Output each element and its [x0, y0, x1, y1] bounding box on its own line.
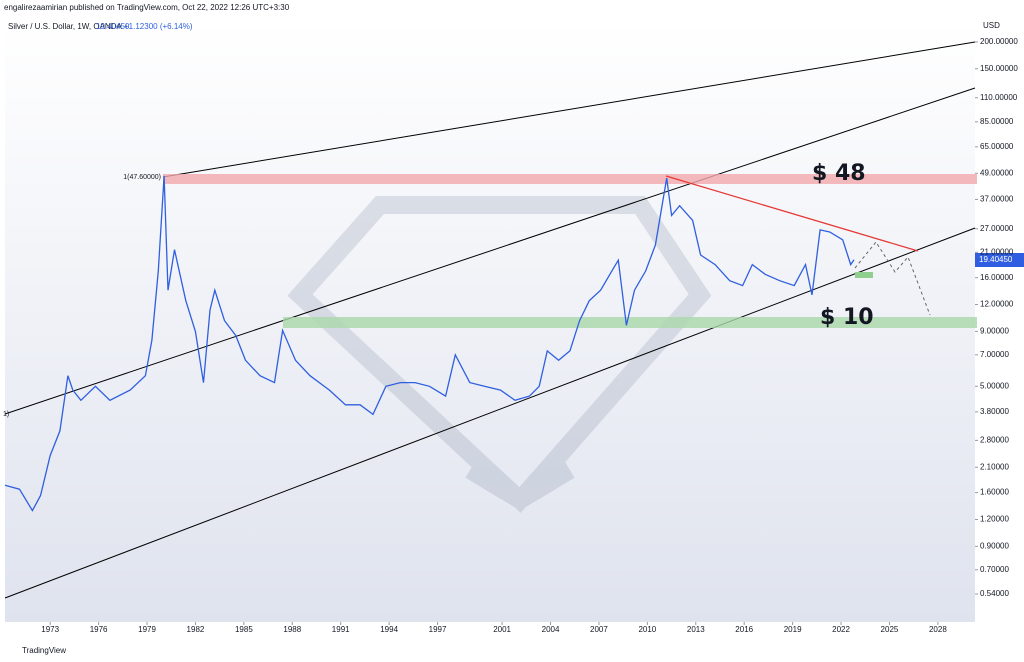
x-tick-label: 2019 [784, 625, 802, 634]
y-tick-label: 110.00000 [980, 93, 1018, 102]
x-tick-label: 2001 [493, 625, 511, 634]
y-tick-label: 1.20000 [980, 515, 1009, 524]
change: +1.12300 (+6.14%) [124, 22, 193, 31]
y-tick-label: 21.00000 [980, 247, 1014, 256]
watermark [287, 196, 712, 513]
publisher: engalirezaamirian published on TradingVi… [4, 3, 290, 12]
y-tick-label: 5.00000 [980, 381, 1009, 390]
x-tick-label: 1991 [332, 625, 350, 634]
x-tick-label: 2025 [881, 625, 899, 634]
y-tick-label: 2.10000 [980, 462, 1009, 471]
price: 19.40450 [96, 22, 130, 31]
price-tag [975, 253, 1024, 267]
time-axis [5, 622, 1024, 640]
support-band [283, 317, 977, 328]
y-tick-label: 1.60000 [980, 488, 1009, 497]
price-line [4, 175, 855, 512]
resistance-label: $ 48 [812, 161, 866, 186]
y-tick-label: 7.00000 [980, 350, 1009, 359]
resistance-band [163, 174, 977, 184]
channel-line [162, 41, 976, 178]
symbol: Silver / U.S. Dollar, 1W, OANDA [8, 22, 122, 31]
y-tick-label: 150.00000 [980, 64, 1018, 73]
x-tick-label: 1997 [429, 625, 447, 634]
y-tick-label: 49.00000 [980, 168, 1014, 177]
y-tick-label: 37.00000 [980, 195, 1014, 204]
x-tick-label: 1976 [90, 625, 108, 634]
x-tick-label: 1994 [380, 625, 398, 634]
y-tick-label: 85.00000 [980, 117, 1014, 126]
y-tick-label: 9.00000 [980, 327, 1009, 336]
price-axis [975, 20, 1024, 622]
projection [854, 241, 931, 316]
price-tag-label: 19.40450 [979, 255, 1013, 264]
x-tick-label: 1988 [283, 625, 301, 634]
channel-line [4, 227, 976, 599]
marker-box [855, 272, 873, 278]
x-tick-label: 2007 [590, 625, 608, 634]
trend-line [665, 175, 919, 252]
y-tick-label: 200.00000 [980, 37, 1018, 46]
high-label: 1(47.60000) [123, 174, 161, 181]
x-tick-label: 1979 [138, 625, 156, 634]
support-label: $ 10 [820, 305, 874, 330]
y-tick-label: 27.00000 [980, 224, 1014, 233]
x-tick-label: 1973 [41, 625, 59, 634]
x-tick-label: 1982 [187, 625, 205, 634]
x-tick-label: 1985 [235, 625, 253, 634]
y-tick-label: 16.00000 [980, 273, 1014, 282]
x-tick-label: 2016 [735, 625, 753, 634]
left-label: 1) [3, 411, 9, 418]
y-tick-label: 0.70000 [980, 565, 1009, 574]
y-tick-label: 0.90000 [980, 541, 1009, 550]
x-tick-label: 2022 [832, 625, 850, 634]
currency: USD [983, 21, 1000, 30]
channel-line [4, 87, 976, 415]
y-tick-label: 0.54000 [980, 589, 1009, 598]
y-tick-label: 3.80000 [980, 407, 1009, 416]
y-tick-label: 2.80000 [980, 435, 1009, 444]
y-tick-label: 65.00000 [980, 142, 1014, 151]
x-tick-label: 2010 [638, 625, 656, 634]
drawings [4, 41, 976, 599]
x-tick-label: 2013 [687, 625, 705, 634]
x-tick-label: 2004 [542, 625, 560, 634]
y-tick-label: 12.00000 [980, 300, 1014, 309]
footer: TradingView [22, 646, 66, 655]
x-tick-label: 2028 [929, 625, 947, 634]
